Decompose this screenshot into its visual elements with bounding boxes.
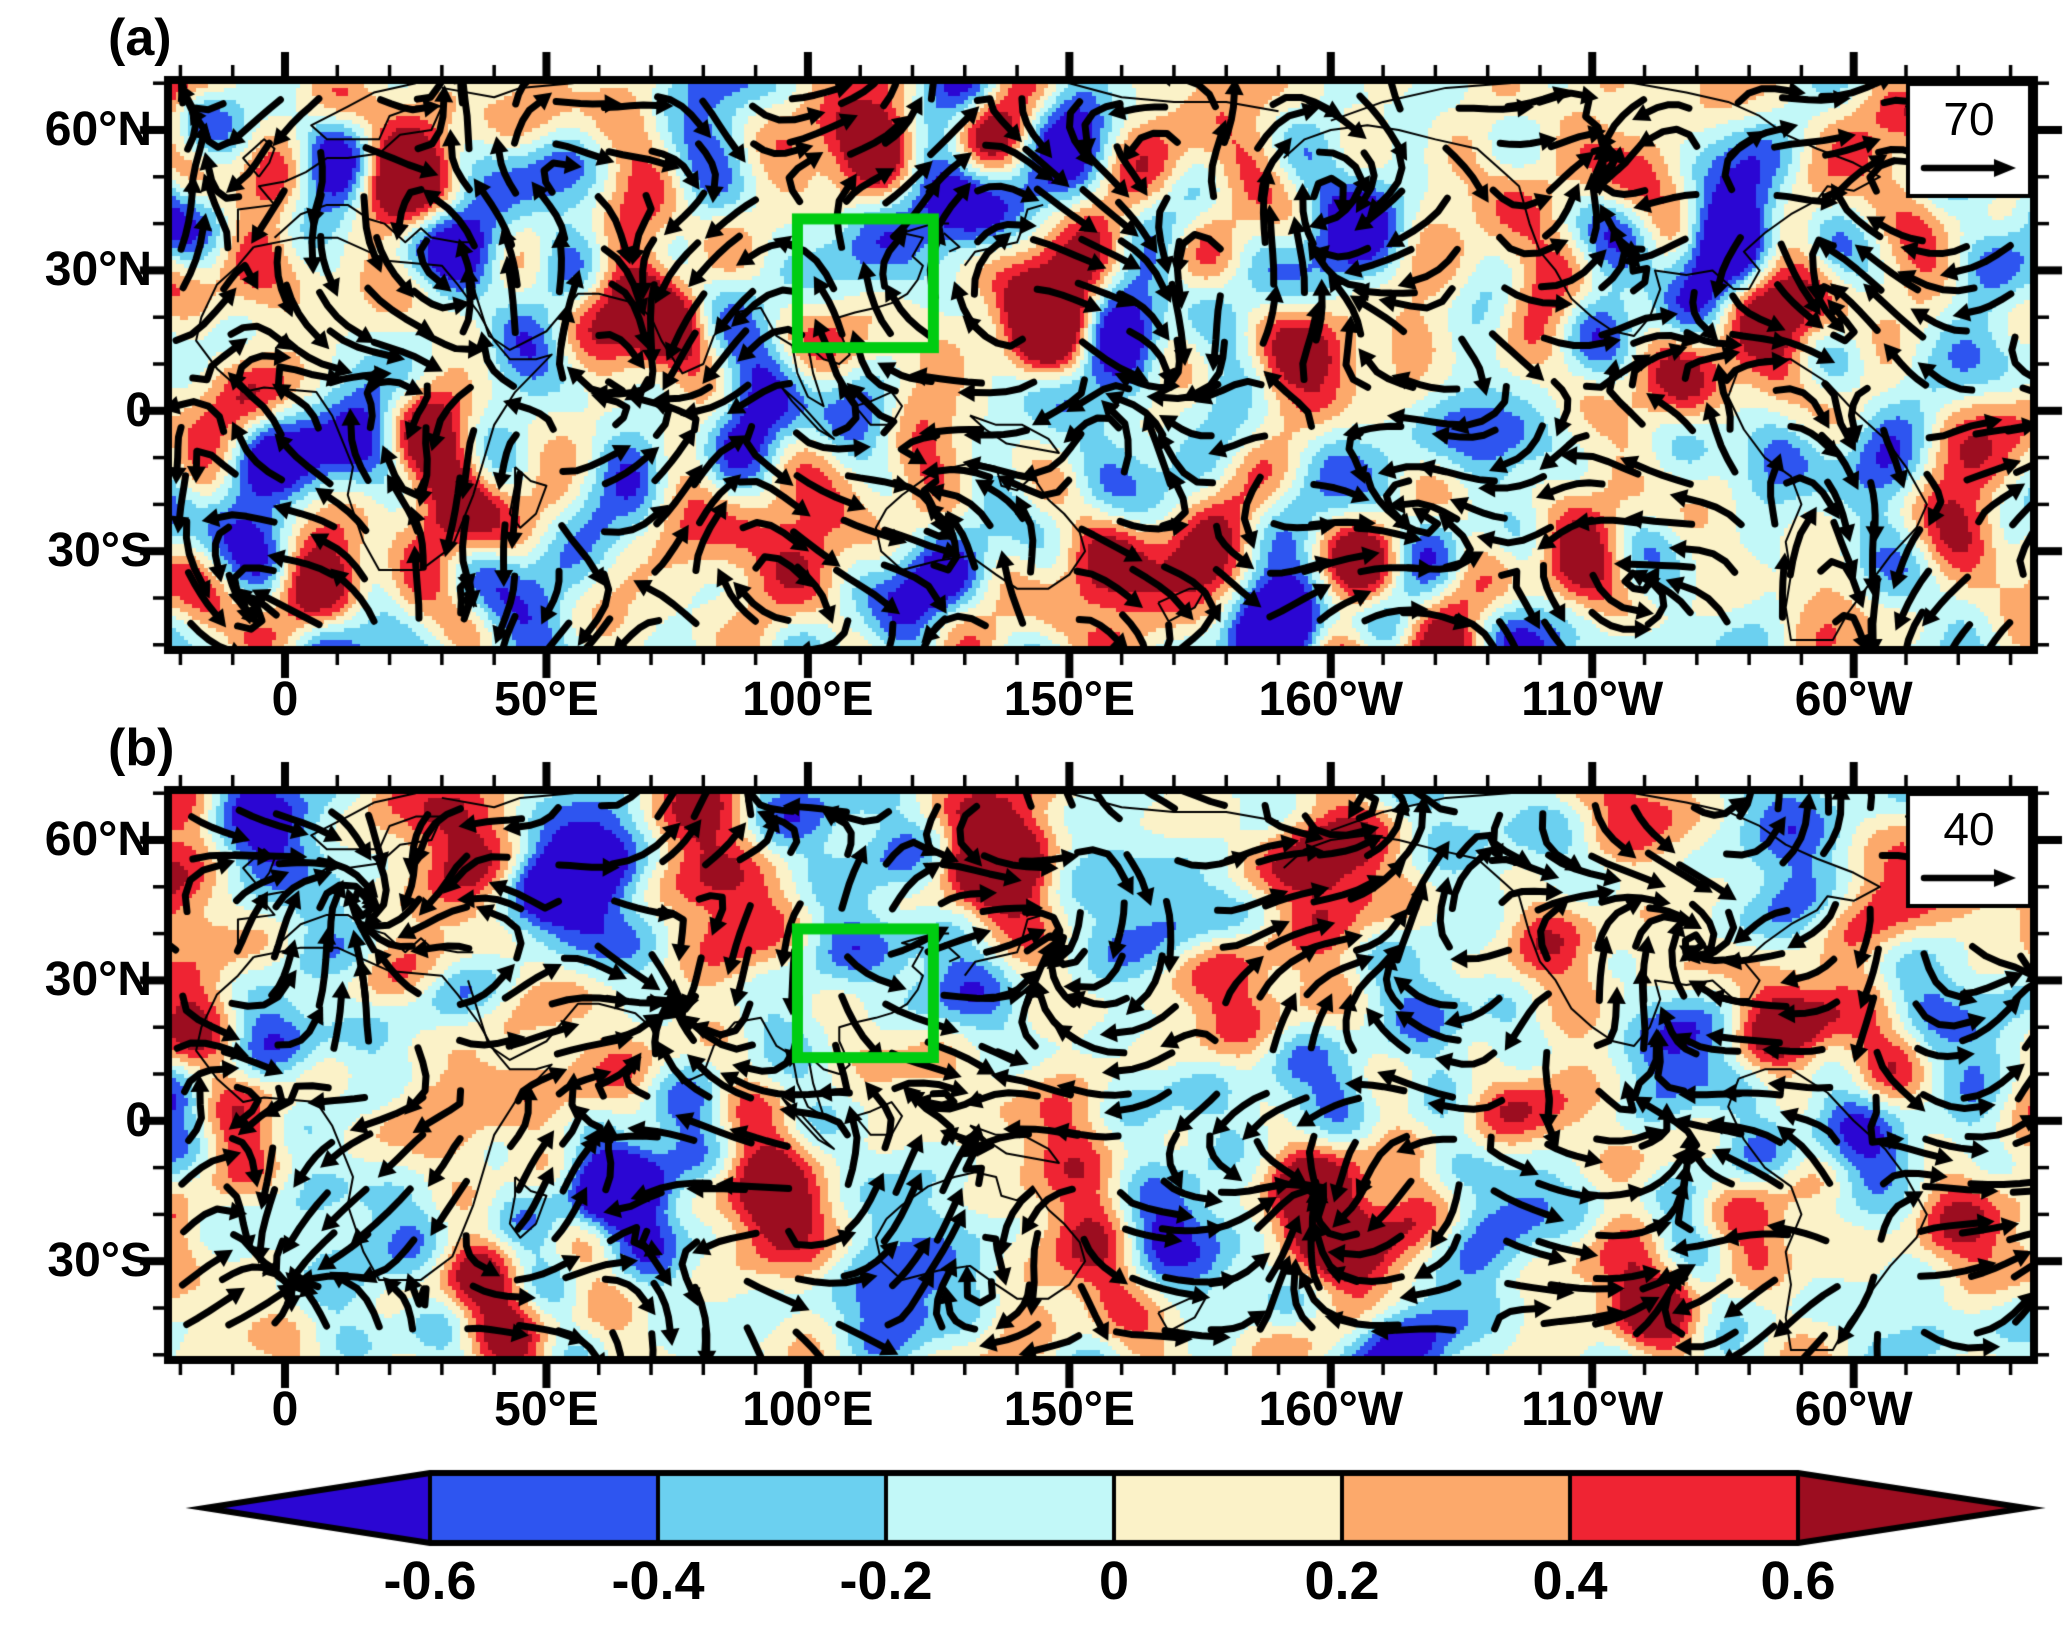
x-tick-label-a-0: 0 bbox=[271, 673, 299, 726]
colorbar-tick-label-4: 0.2 bbox=[1304, 1551, 1380, 1611]
x-tick-label-b-2: 100°E bbox=[742, 1383, 874, 1436]
panel-a-label: (a) bbox=[108, 9, 172, 67]
y-tick-label-b-3: 30°S bbox=[47, 1234, 152, 1288]
x-tick-label-a-4: 160°W bbox=[1258, 673, 1404, 726]
x-tick-label-b-6: 60°W bbox=[1794, 1383, 1913, 1436]
y-tick-label-a-2: 0 bbox=[125, 383, 152, 437]
colorbar-tick-label-5: 0.4 bbox=[1532, 1551, 1608, 1611]
x-tick-label-a-5: 110°W bbox=[1521, 673, 1664, 726]
colorbar-tick-label-3: 0 bbox=[1098, 1551, 1130, 1611]
y-tick-label-a-0: 60°N bbox=[44, 103, 152, 156]
x-tick-label-a-1: 50°E bbox=[494, 673, 599, 726]
x-tick-label-b-3: 150°E bbox=[1003, 1383, 1135, 1436]
reference-vector-value-b: 40 bbox=[1943, 803, 1995, 855]
x-tick-label-b-5: 110°W bbox=[1521, 1383, 1664, 1436]
x-tick-label-b-1: 50°E bbox=[494, 1383, 599, 1436]
colorbar-tick-label-6: 0.6 bbox=[1760, 1551, 1836, 1611]
colorbar-tick-label-2: -0.2 bbox=[839, 1551, 933, 1611]
y-tick-label-a-1: 30°N bbox=[44, 243, 152, 297]
x-tick-label-b-0: 0 bbox=[271, 1383, 299, 1436]
x-tick-label-a-6: 60°W bbox=[1794, 673, 1913, 726]
y-tick-label-b-0: 60°N bbox=[44, 813, 152, 866]
x-tick-label-a-2: 100°E bbox=[742, 673, 874, 726]
colorbar-tick-label-0: -0.6 bbox=[383, 1551, 477, 1611]
y-tick-label-b-1: 30°N bbox=[44, 953, 152, 1007]
colorbar-tick-label-1: -0.4 bbox=[611, 1551, 705, 1611]
reference-vector-value-a: 70 bbox=[1943, 93, 1995, 145]
y-tick-label-a-3: 30°S bbox=[47, 524, 152, 578]
x-tick-label-a-3: 150°E bbox=[1003, 673, 1135, 726]
x-tick-label-b-4: 160°W bbox=[1258, 1383, 1404, 1436]
panel-b-label: (b) bbox=[108, 719, 175, 777]
y-tick-label-b-2: 0 bbox=[125, 1093, 152, 1147]
